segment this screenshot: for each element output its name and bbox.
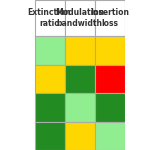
Text: Modulation
bandwidth: Modulation bandwidth xyxy=(55,8,104,28)
Bar xyxy=(64,36,94,64)
Bar xyxy=(94,36,124,64)
Bar xyxy=(94,122,124,150)
Text: Insertion
loss: Insertion loss xyxy=(90,8,129,28)
Bar xyxy=(34,36,64,64)
Bar xyxy=(94,64,124,93)
Bar xyxy=(34,122,64,150)
Bar xyxy=(64,93,94,122)
Bar xyxy=(64,122,94,150)
Bar xyxy=(94,0,124,36)
Text: Extinction
ratio: Extinction ratio xyxy=(28,8,71,28)
Bar xyxy=(64,0,94,36)
Bar xyxy=(34,93,64,122)
Bar xyxy=(34,0,64,36)
Bar xyxy=(64,64,94,93)
Bar xyxy=(34,64,64,93)
Bar xyxy=(94,93,124,122)
